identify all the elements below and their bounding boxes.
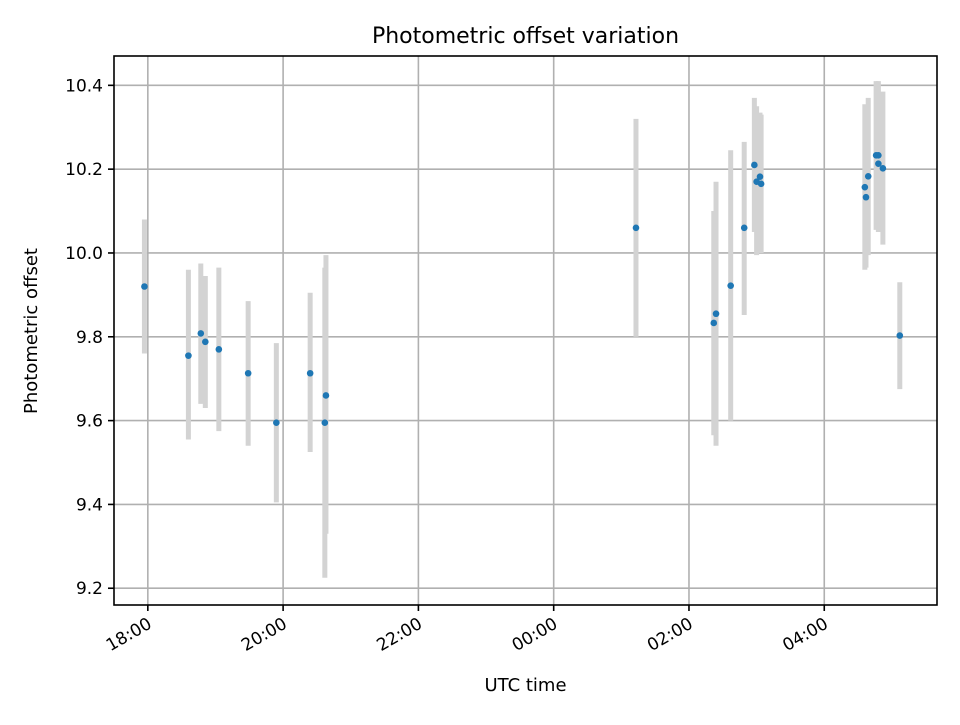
data-point xyxy=(306,369,314,377)
data-point xyxy=(197,330,205,337)
data-point xyxy=(712,310,720,318)
data-point xyxy=(632,224,640,232)
data-point xyxy=(727,282,734,289)
data-point xyxy=(875,152,882,159)
data-point xyxy=(879,165,887,172)
data-point xyxy=(861,183,869,191)
data-point xyxy=(756,173,764,180)
y-tick-label: 10.2 xyxy=(65,160,103,180)
data-point xyxy=(875,160,882,168)
data-point xyxy=(322,392,330,399)
data-point xyxy=(141,283,148,290)
data-point xyxy=(185,352,192,359)
data-point xyxy=(273,419,280,426)
y-tick-label: 10.0 xyxy=(65,244,103,264)
data-point xyxy=(896,332,904,339)
data-point xyxy=(757,180,765,188)
plot-frame xyxy=(113,55,938,606)
y-tick-label: 9.6 xyxy=(76,412,103,432)
data-point xyxy=(751,161,758,169)
y-tick-label: 9.4 xyxy=(76,495,103,515)
y-tick-label: 9.8 xyxy=(76,328,103,348)
data-point xyxy=(202,338,209,346)
y-tick-label: 9.2 xyxy=(76,579,103,599)
data-point xyxy=(862,193,870,201)
point-layer xyxy=(141,152,904,426)
data-point xyxy=(740,224,748,232)
data-point xyxy=(321,419,329,426)
data-point xyxy=(710,319,718,327)
chart-title: Photometric offset variation xyxy=(372,24,679,49)
grid-layer xyxy=(114,56,937,605)
data-point xyxy=(215,346,223,353)
y-tick-label: 10.4 xyxy=(65,76,103,96)
x-axis-label: UTC time xyxy=(484,675,566,696)
data-point xyxy=(864,172,872,180)
y-axis-label: Photometric offset xyxy=(21,248,42,414)
data-point xyxy=(244,369,252,377)
